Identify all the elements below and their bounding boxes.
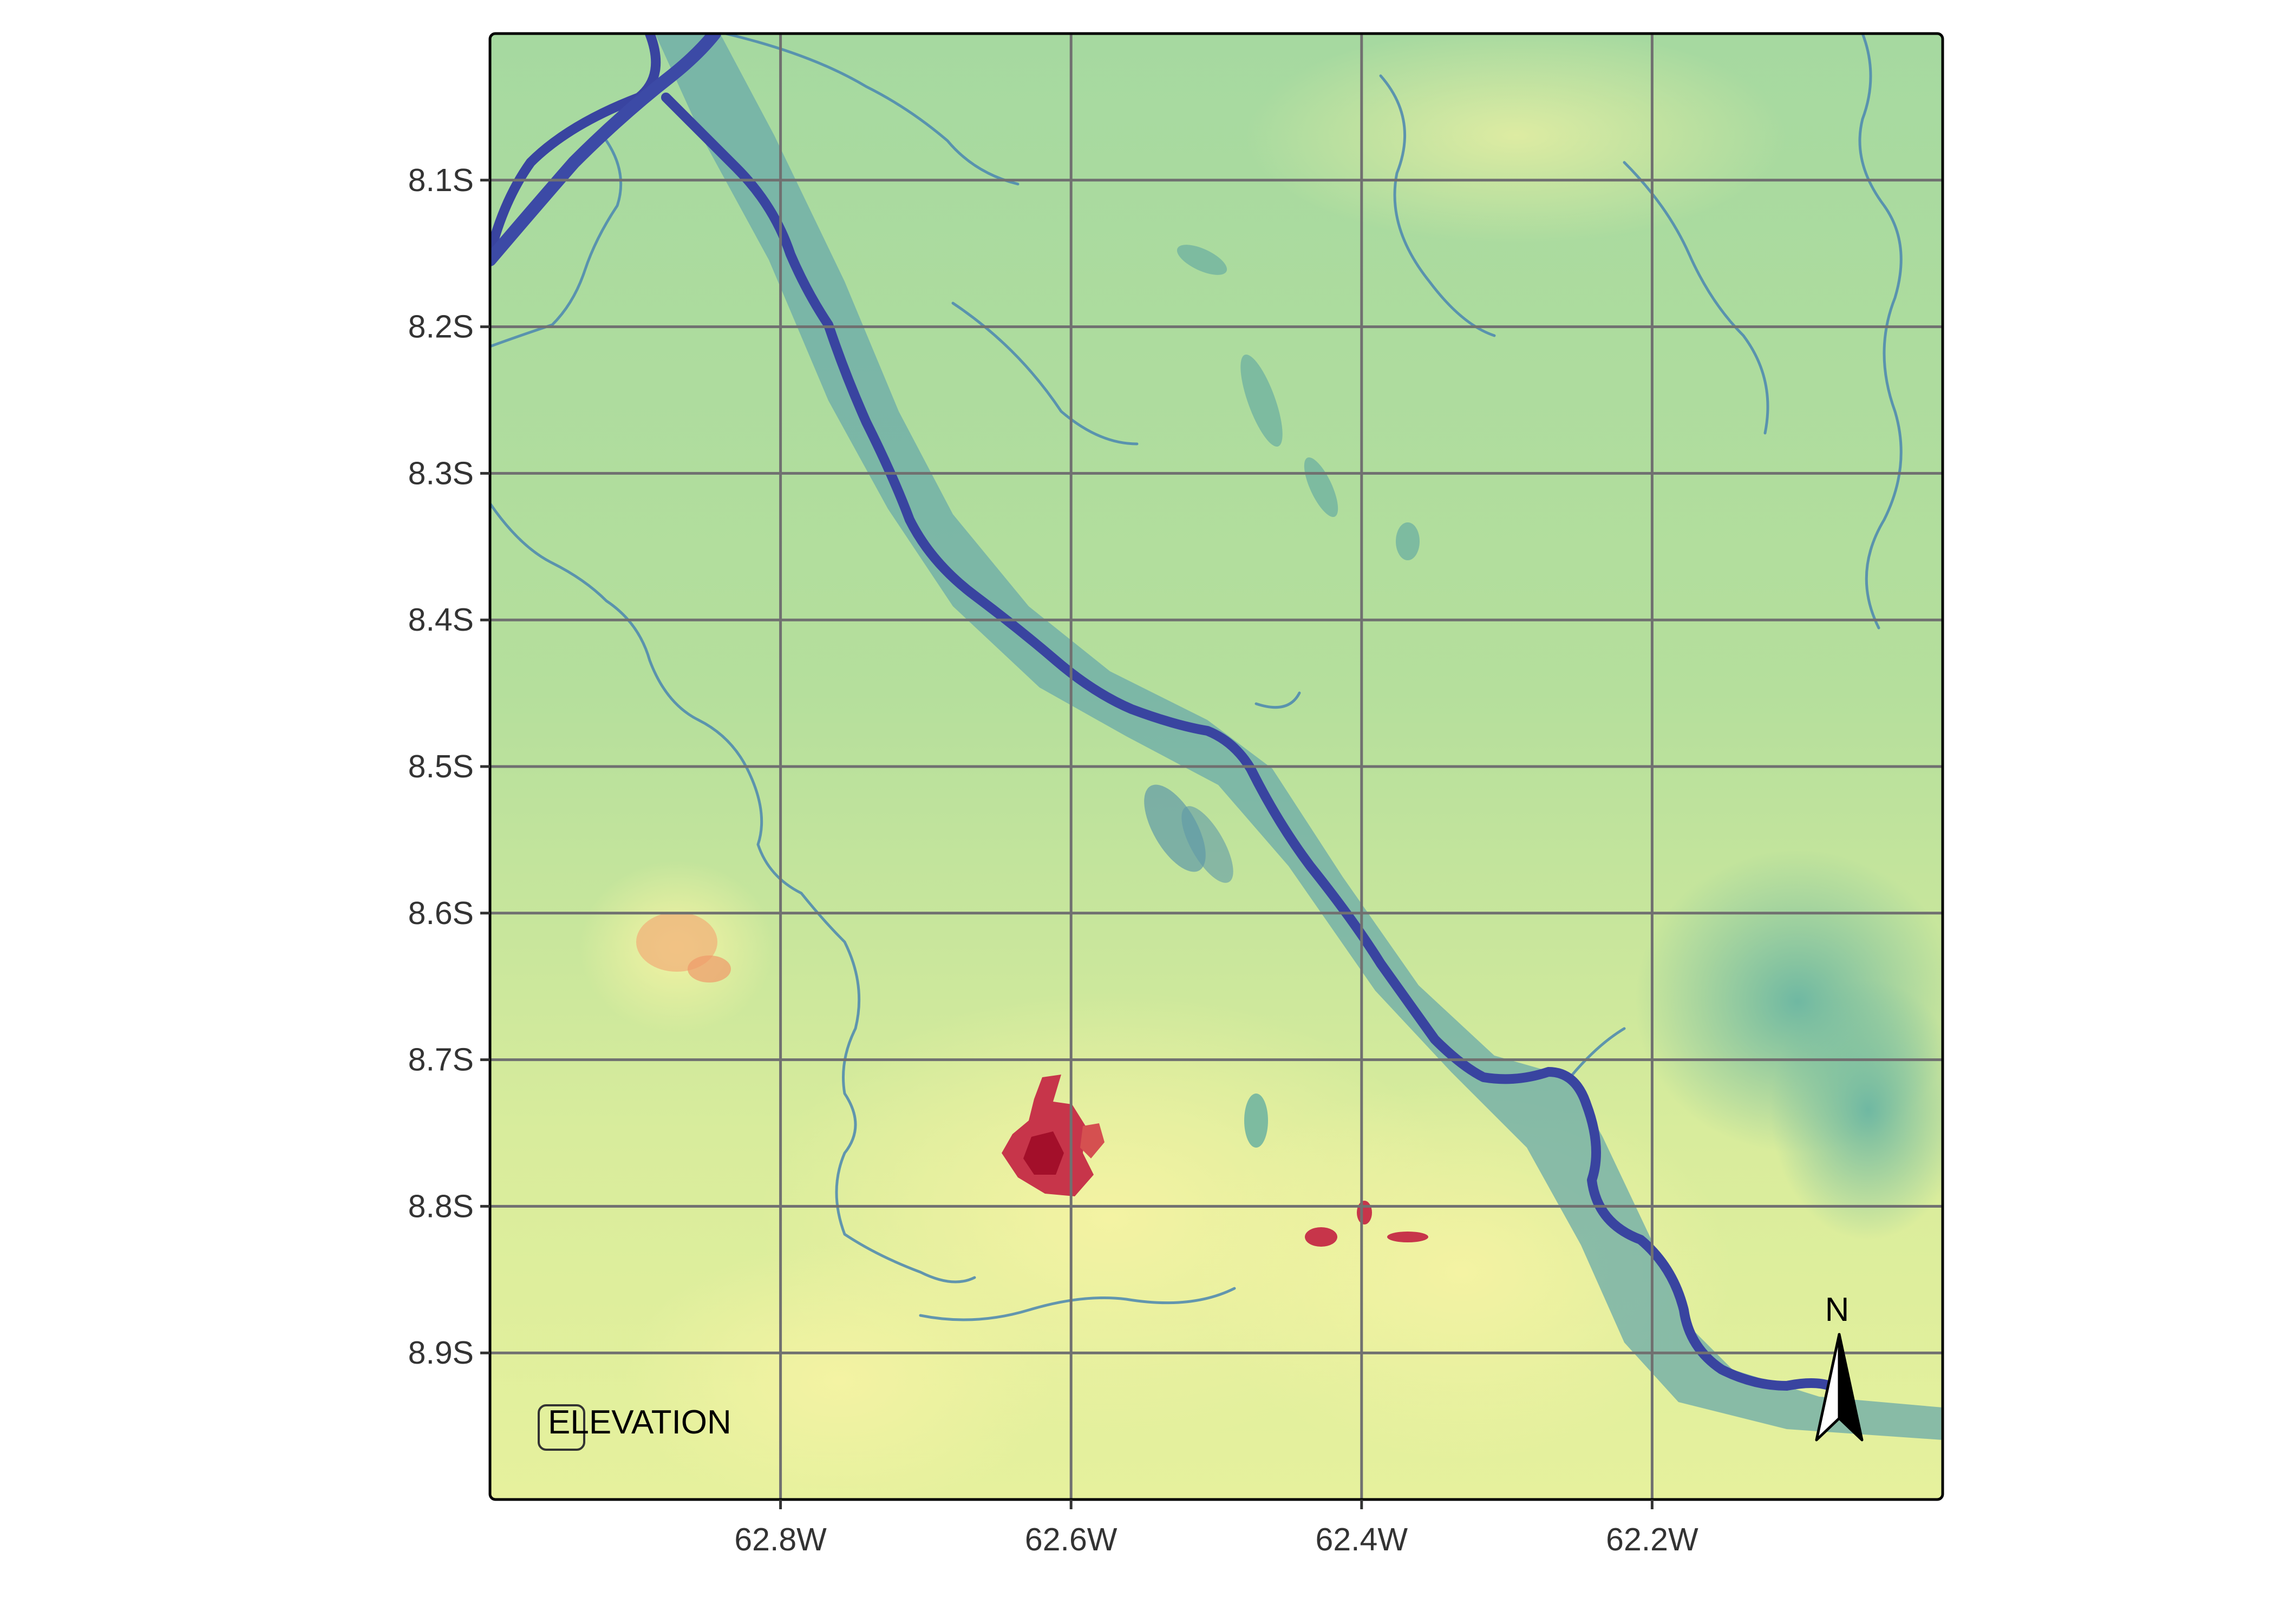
x-tick-label: 62.8W [734,1522,827,1557]
peak-central-core [1023,1131,1064,1175]
elevation-raster [490,34,1943,1499]
tributary-east-mid [1623,161,1769,435]
y-tick-label: 8.4S [408,602,474,638]
tributary-right-2 [1569,1027,1626,1079]
elevation-label-box [538,1404,585,1451]
lake-5 [1177,245,1227,275]
tributary-right-1 [1254,691,1301,709]
lake-4 [1244,1093,1268,1148]
y-tick-label: 8.1S [408,162,474,198]
graticule [490,34,1943,1499]
y-tick-label: 8.3S [408,455,474,491]
floodplain-patch-2 [1181,806,1233,883]
tributary-north-center [724,34,1020,186]
y-tick-label: 8.8S [408,1188,474,1224]
map-title: ELEVATION [548,1404,731,1441]
y-tick-label: 8.2S [408,309,474,345]
tributary-center-north [951,302,1139,446]
x-tick-label: 62.6W [1025,1522,1118,1557]
y-axis: 8.1S 8.2S 8.3S 8.4S 8.5S 8.6S 8.7S 8.8S 8.9S [408,162,490,1371]
lake-1 [1240,354,1283,447]
y-tick-label: 8.7S [408,1042,474,1078]
y-tick-label: 8.5S [408,749,474,784]
lowland-east-2 [1770,980,1943,1240]
x-tick-label: 62.2W [1606,1522,1698,1557]
peak-east-3 [1387,1232,1428,1242]
hill-west-orange [636,912,717,972]
tributary-west-north [490,139,623,348]
tributary-northeast [1379,74,1496,337]
floodplain-patch-1 [1144,784,1206,872]
upland-south-west [623,1245,1056,1499]
upland-northeast [1245,34,1787,244]
main-river [490,34,1835,1391]
north-arrow-right-half [1838,1333,1864,1442]
tributary-south-center [919,1287,1236,1321]
hill-west-orange-2 [688,955,731,983]
north-arrow: N [1815,1291,1864,1442]
north-arrow-label: N [1825,1291,1850,1328]
tributary-east-north [1858,34,1903,630]
peak-east-1 [1305,1227,1337,1247]
peak-east-spur [1080,1123,1105,1158]
floodplain [655,34,1943,1440]
peak-east-2 [1357,1201,1372,1224]
y-tick-label: 8.9S [408,1335,474,1371]
y-tick-label: 8.6S [408,895,474,931]
x-tick-label: 62.4W [1316,1522,1408,1557]
main-river-upper-loop [490,34,721,266]
lake-3 [1396,522,1420,560]
elevation-label: ELEVATION [538,1404,731,1451]
x-axis: 62.8W 62.6W 62.4W 62.2W [734,1499,1698,1557]
